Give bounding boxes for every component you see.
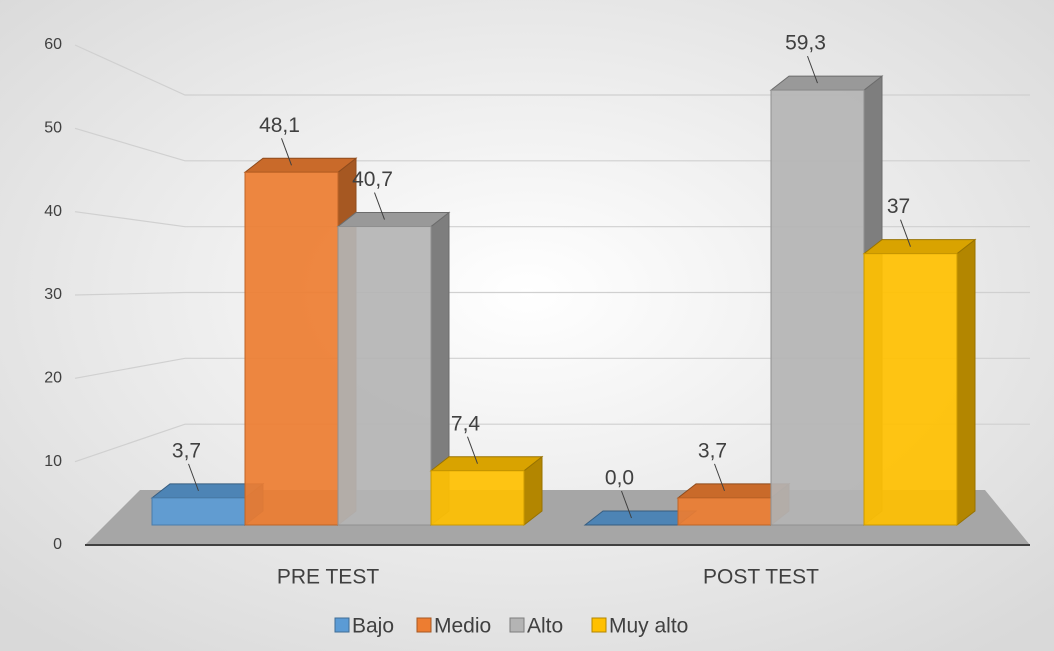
legend-swatch [334, 617, 350, 633]
y-tick-label: 10 [44, 453, 62, 470]
value-label: 0,0 [605, 467, 634, 490]
label-leader [467, 436, 478, 464]
y-tick-label: 60 [44, 36, 62, 53]
legend-label: Medio [434, 615, 491, 638]
bar [151, 497, 246, 526]
legend-swatch [416, 617, 432, 633]
bar [863, 253, 958, 526]
label-leader [188, 463, 199, 492]
bar [677, 497, 772, 526]
legend-label: Muy alto [609, 615, 688, 638]
label-leader [374, 192, 385, 220]
legend-swatch [509, 617, 525, 633]
bar-top [769, 75, 884, 91]
grid-line [74, 211, 1030, 228]
legend-label: Bajo [352, 615, 394, 638]
label-leader [621, 490, 632, 519]
x-tick-label: POST TEST [703, 566, 819, 589]
label-leader [900, 219, 911, 247]
legend-label: Alto [527, 615, 563, 638]
value-label: 59,3 [785, 32, 826, 55]
value-label: 3,7 [698, 439, 727, 462]
value-label: 40,7 [352, 168, 393, 191]
grid-line [74, 423, 1030, 463]
bar [337, 226, 432, 526]
grid-line [74, 44, 1030, 96]
value-label: 48,1 [259, 114, 300, 137]
bar-top [429, 456, 544, 472]
y-tick-label: 30 [44, 286, 62, 303]
value-label: 7,4 [451, 412, 481, 435]
bar-group [336, 211, 451, 527]
label-leader [281, 138, 292, 166]
bar-top [336, 212, 451, 228]
legend-swatch [591, 617, 607, 633]
grid-line [74, 357, 1030, 379]
bar [770, 89, 865, 526]
value-label: 3,7 [172, 439, 201, 462]
y-tick-label: 50 [44, 120, 62, 137]
grid-line [74, 291, 1030, 296]
value-label: 37 [887, 195, 910, 218]
bar-group [862, 238, 977, 527]
bar [430, 470, 525, 526]
y-tick-label: 0 [53, 536, 62, 553]
y-tick-label: 20 [44, 370, 62, 387]
bar [244, 171, 339, 526]
grid-line [74, 127, 1030, 162]
bar-side [956, 238, 976, 527]
bar-top [243, 157, 358, 173]
label-leader [807, 55, 818, 84]
bar-top [862, 239, 977, 255]
label-leader [714, 463, 725, 492]
x-tick-label: PRE TEST [277, 566, 379, 589]
y-tick-label: 40 [44, 203, 62, 220]
bar-group [429, 455, 544, 527]
